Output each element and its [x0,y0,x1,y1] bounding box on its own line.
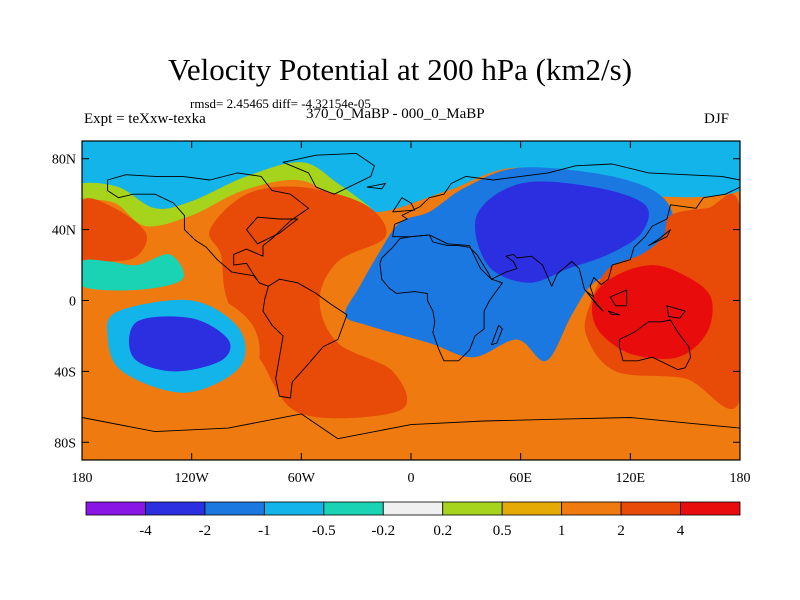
y-tick-label: 40N [52,224,76,239]
coastline-outline [379,234,503,362]
field-region-americas-core [249,197,359,373]
field-region-subtropical-trough [82,254,184,291]
colorbar-label: 4 [677,523,685,539]
field-region-arctic-band [82,141,740,212]
field-region-west-pacific-core [591,265,713,359]
coastline-outline [648,229,671,247]
coastline-outline [282,152,375,195]
x-tick-label: 180 [730,471,751,486]
colorbar-label: 0.2 [433,523,452,539]
coastline-outline [107,172,348,399]
y-tick-label: 40S [54,365,76,380]
colorbar-box [263,501,325,516]
field-layer [82,141,740,460]
colorbar-box [442,501,503,516]
colorbar-box [561,501,622,516]
stats-line: rmsd= 2.45465 diff= -4.32154e-05 [190,96,371,111]
colorbar-box [145,501,206,516]
x-tick-label: 60E [509,471,532,486]
colorbar-label: -1 [258,523,271,539]
coastline-outline [609,289,628,307]
colorbar-box [501,501,563,516]
colorbar: -4 -2 -1 -0.5 -0.2 0.2 0.5 1 2 4 [85,501,741,539]
coastline-outline [392,163,740,298]
chart-title: Velocity Potential at 200 hPa (km2/s) [167,52,633,87]
x-tick-label: 0 [408,471,415,486]
coastline-outline [666,305,686,319]
coastline-layer [82,152,740,460]
x-tick-label: 60W [288,471,316,486]
coastline-outline [490,324,503,346]
field-region-south-pacific-core [128,316,231,372]
colorbar-label: 1 [558,523,566,539]
colorbar-label: -0.5 [312,523,336,539]
colorbar-box [204,501,265,516]
x-tick-label: 120E [616,471,646,486]
comparison-label: 370_0_MaBP - 000_0_MaBP [306,106,485,122]
colorbar-box [323,501,384,516]
season-label: DJF [704,111,730,127]
colorbar-label: -0.2 [371,523,395,539]
field-region-north-pacific-core [82,209,134,255]
coastline-outline [246,216,299,245]
x-tick-label: 180 [72,471,93,486]
y-tick-label: 80N [52,153,76,168]
colorbar-label: -4 [139,523,152,539]
y-tick-label: 80S [54,436,76,451]
colorbar-label: 2 [617,523,625,539]
colorbar-box [680,501,741,516]
colorbar-label: -2 [199,523,212,539]
field-region-polar-ridge [82,162,375,227]
coastline-outline [82,413,740,460]
colorbar-label: 0.5 [493,523,512,539]
coastline-outline [366,183,386,190]
coastline-outline [586,291,604,312]
coastline-outline [607,310,620,316]
colorbar-box [382,501,444,516]
y-tick-label: 0 [69,295,76,310]
x-tick-label: 120W [175,471,210,486]
axis-layer: 180 120W 60W 0 60E 120E 180 80N 40N 0 40S 80S [52,141,751,486]
colorbar-box [620,501,681,516]
experiment-label: Expt = teXxw-texka [84,111,206,127]
coastline-outline [618,319,692,371]
colorbar-box [85,501,146,516]
coastline-outline [392,197,416,213]
